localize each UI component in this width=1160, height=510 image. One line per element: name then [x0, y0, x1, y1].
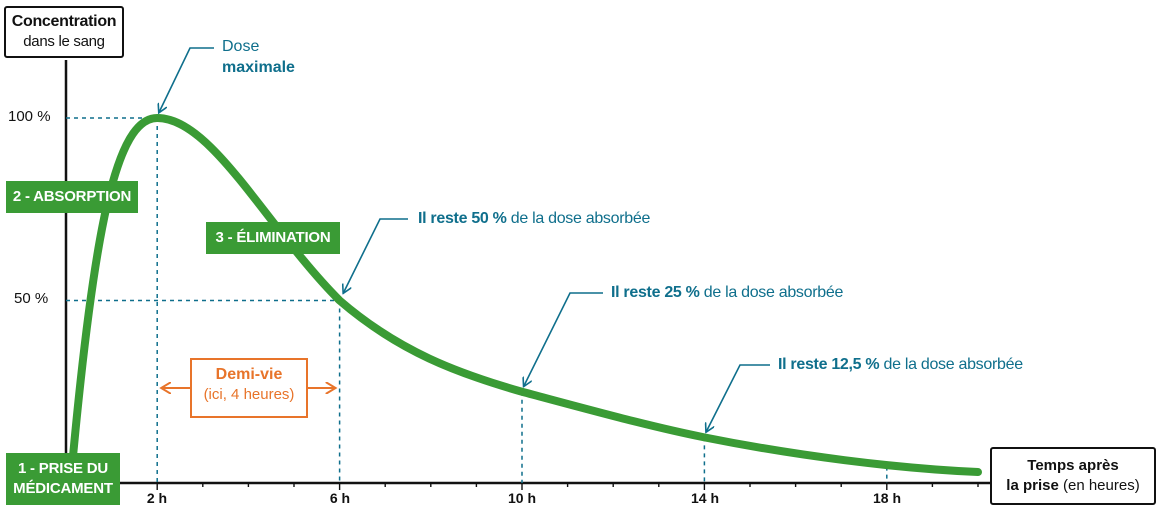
- absorption-badge: 2 - ABSORPTION: [6, 181, 138, 213]
- x-tick-label-18h: 18 h: [872, 490, 901, 506]
- prise-badge-line2: MÉDICAMENT: [13, 480, 113, 497]
- x-tick-label-14h: 14 h: [690, 490, 719, 506]
- concentration-curve: [66, 113, 982, 487]
- x-tick-label-10h: 10 h: [507, 490, 536, 506]
- reste-50-rest: de la dose absorbée: [506, 210, 651, 227]
- curve-layer: [66, 113, 982, 487]
- arrow-dose-maximale: [159, 47, 214, 112]
- x-axis-label-bold: la prise: [1006, 477, 1059, 494]
- dose-maximale-note: Dose maximale: [222, 36, 295, 78]
- x-axis-label-unit: (en heures): [1058, 477, 1140, 494]
- arrow-reste-12: [706, 364, 770, 431]
- annotation-arrows: [159, 47, 770, 431]
- demi-vie-box: Demi-vie (ici, 4 heures): [190, 358, 308, 418]
- x-tick-label-6h: 6 h: [329, 490, 351, 506]
- axes: [64, 60, 990, 490]
- prise-medicament-badge: 1 - PRISE DU MÉDICAMENT: [6, 453, 120, 505]
- reste-12-bold: Il reste 12,5 %: [778, 356, 880, 373]
- prise-badge-line1: 1 - PRISE DU: [17, 460, 109, 477]
- reste-12-rest: de la dose absorbée: [879, 356, 1024, 373]
- elimination-badge: 3 - ÉLIMINATION: [206, 222, 340, 254]
- arrow-reste-50: [344, 218, 408, 293]
- x-tick-label-2h: 2 h: [146, 490, 168, 506]
- guide-lines: [66, 117, 888, 483]
- x-axis-label-line1: Temps après: [1027, 457, 1119, 474]
- reste-50-note: Il reste 50 % de la dose absorbée: [418, 210, 650, 228]
- y-axis-label: Concentration dans le sang: [4, 6, 124, 58]
- reste-50-bold: Il reste 50 %: [418, 210, 507, 227]
- arrow-reste-25: [524, 292, 603, 386]
- dose-line2: maximale: [222, 59, 295, 76]
- y-axis-label-line1: Concentration: [11, 13, 117, 30]
- x-axis-label: Temps après la prise (en heures): [990, 447, 1156, 505]
- reste-25-note: Il reste 25 % de la dose absorbée: [611, 284, 843, 302]
- demi-vie-line1: Demi-vie: [215, 366, 283, 383]
- reste-25-rest: de la dose absorbée: [699, 284, 844, 301]
- demi-vie-line2: (ici, 4 heures): [203, 386, 295, 403]
- y-tick-label-100: 100 %: [8, 108, 51, 125]
- y-axis-label-line2: dans le sang: [23, 33, 105, 50]
- dose-line1: Dose: [222, 38, 260, 55]
- reste-25-bold: Il reste 25 %: [611, 284, 700, 301]
- x-axis-label-line2: la prise (en heures): [992, 477, 1154, 494]
- y-tick-label-50: 50 %: [14, 290, 49, 307]
- reste-12-note: Il reste 12,5 % de la dose absorbée: [778, 356, 1023, 374]
